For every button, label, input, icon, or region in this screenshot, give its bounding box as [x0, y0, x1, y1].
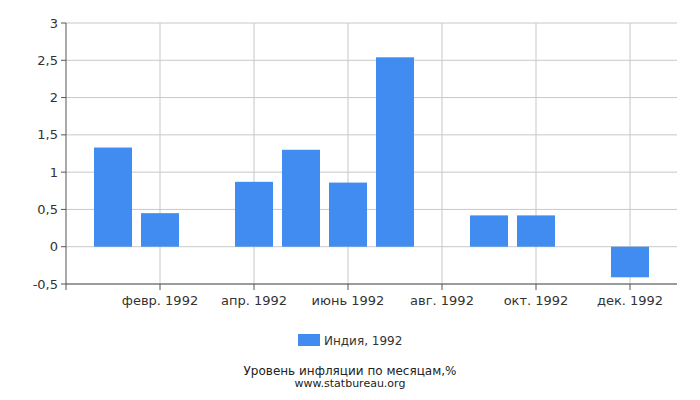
bar: [141, 213, 179, 247]
grid-line: [66, 97, 677, 98]
legend: Индия, 1992: [298, 334, 402, 348]
tick-mark: [61, 97, 66, 98]
tick-mark: [61, 284, 66, 285]
grid-line: [66, 209, 677, 210]
y-tick-label: 1: [50, 165, 58, 180]
y-tick-label: 0,5: [37, 202, 58, 217]
bar: [376, 57, 414, 246]
bar: [188, 246, 226, 247]
tick-mark: [61, 134, 66, 135]
bars: [94, 57, 649, 277]
x-tick-label: окт. 1992: [504, 293, 569, 308]
tick-mark: [348, 284, 349, 290]
chart: -0,5 0 0,5 1 1,5 2 2,5 3 февр. 1992 апр. 1992 июнь…: [0, 0, 700, 400]
grid-line: [442, 23, 443, 284]
y-tick-label: 2,5: [37, 53, 58, 68]
tick-mark: [536, 284, 537, 290]
x-tick-label: авг. 1992: [410, 293, 474, 308]
bar: [423, 246, 461, 247]
legend-swatch: [298, 334, 320, 346]
tick-mark: [61, 23, 66, 24]
bar: [611, 247, 649, 278]
grid-line: [66, 23, 677, 24]
bar: [94, 148, 132, 247]
bar: [329, 183, 367, 247]
tick-mark: [61, 172, 66, 173]
tick-mark: [61, 60, 66, 61]
y-axis: [66, 23, 67, 290]
x-tick-label: дек. 1992: [597, 293, 663, 308]
y-tick-label: -0,5: [33, 277, 58, 292]
subtitle: www.statbureau.org: [295, 377, 406, 390]
y-tick-label: 2: [50, 90, 58, 105]
grid-line: [630, 23, 631, 284]
title: Уровень инфляции по месяцам,%: [244, 364, 457, 378]
y-tick-label: 1,5: [37, 127, 58, 142]
bar: [282, 150, 320, 247]
x-tick-label: февр. 1992: [122, 293, 198, 308]
grid-line: [66, 172, 677, 173]
tick-mark: [61, 246, 66, 247]
tick-mark: [61, 209, 66, 210]
y-tick-label: 3: [50, 16, 58, 31]
grid-line: [66, 284, 677, 285]
x-axis: [66, 284, 677, 285]
tick-mark: [630, 284, 631, 290]
grid-line: [66, 60, 677, 61]
tick-mark: [442, 284, 443, 290]
y-tick-label: 0: [50, 239, 58, 254]
bar: [470, 215, 508, 246]
bar: [235, 182, 273, 247]
grid-line: [66, 134, 677, 135]
x-tick-label: июнь 1992: [312, 293, 385, 308]
bar: [517, 215, 555, 246]
legend-label: Индия, 1992: [324, 334, 402, 348]
bar: [564, 246, 602, 247]
grid: [61, 23, 677, 290]
tick-mark: [254, 284, 255, 290]
x-tick-label: апр. 1992: [221, 293, 287, 308]
tick-mark: [160, 284, 161, 290]
